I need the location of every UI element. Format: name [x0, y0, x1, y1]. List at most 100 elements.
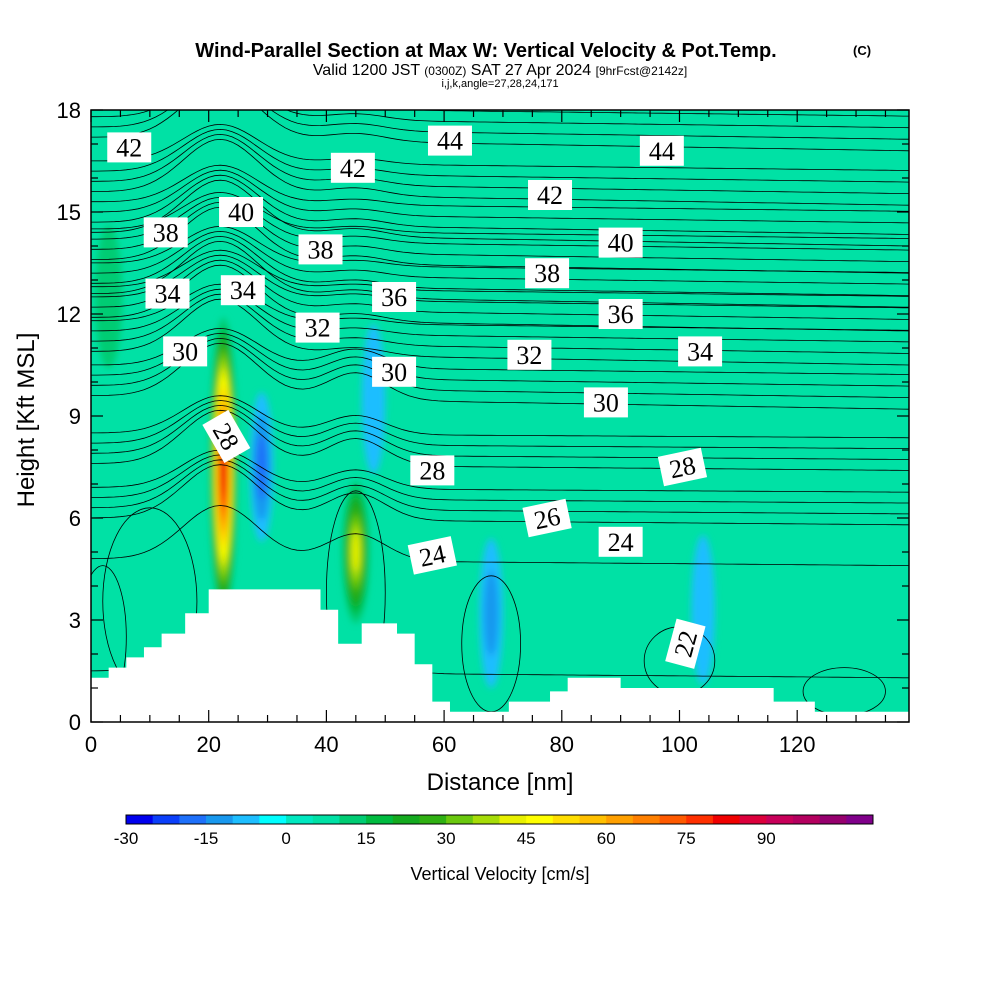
contour-label: 38	[143, 217, 188, 248]
plot-area: 42 44 44 42 42 40 38 40 38 38 34 34 36 36 32 30 32 34 30 30…	[91, 110, 909, 722]
x-tick-label: 120	[779, 732, 816, 757]
contour-label: 44	[427, 125, 472, 156]
contour-label-text: 38	[534, 259, 560, 288]
y-tick-label: 18	[57, 98, 81, 123]
colorbar-swatch	[392, 815, 420, 824]
theta-contour	[91, 264, 909, 332]
theta-contour	[91, 164, 909, 212]
contour-label: 38	[298, 234, 343, 265]
theta-contour	[91, 395, 909, 439]
theta-contour	[91, 404, 909, 460]
colorbar-swatch	[686, 815, 714, 824]
theta-contour	[91, 254, 909, 309]
contour-label-text: 40	[608, 229, 634, 258]
contour-label: 40	[219, 197, 264, 227]
contour-label: 38	[525, 258, 570, 289]
colorbar-swatch	[419, 815, 447, 824]
colorbar: -30 -15 0 15 30 45 60 75 90	[114, 814, 874, 848]
contour-label-text: 30	[381, 358, 407, 387]
theta-contour	[91, 259, 909, 320]
y-tick-label: 15	[57, 200, 81, 225]
theta-contour	[91, 337, 909, 398]
chart-title: Wind-Parallel Section at Max W: Vertical…	[195, 40, 776, 62]
colorbar-swatch	[739, 815, 767, 824]
colorbar-swatch	[552, 815, 580, 824]
contour-label-text: 34	[230, 276, 256, 305]
theta-contour	[91, 123, 909, 171]
theta-contour	[91, 133, 909, 194]
contour-label: 36	[372, 282, 417, 312]
colorbar-label: Vertical Velocity [cm/s]	[410, 864, 589, 884]
y-tick-label: 9	[69, 404, 81, 429]
velocity-cell	[352, 532, 360, 572]
grid-indices: i,j,k,angle=27,28,24,171	[441, 78, 558, 90]
contour-label: 30	[372, 356, 417, 387]
x-axis: 0 20 40 60 80 100 120	[85, 110, 887, 757]
contour-label-text: 40	[228, 198, 254, 227]
contour-label-text: 38	[153, 218, 179, 247]
forecast-info: [9hrFcst@2142z]	[596, 64, 688, 78]
theta-contour	[91, 174, 909, 235]
contour-label: 22	[665, 618, 706, 669]
contour-label-text: 34	[155, 280, 181, 309]
colorbar-tick-label: 30	[437, 829, 456, 848]
colorbar-swatch	[712, 815, 741, 824]
x-tick-label: 20	[196, 732, 220, 757]
contour-label-text: 38	[308, 235, 334, 264]
contour-label: 44	[639, 135, 684, 166]
contour-label-text: 34	[687, 337, 713, 366]
colorbar-swatch	[286, 815, 314, 824]
colorbar-swatch	[526, 815, 554, 824]
contour-label: 42	[330, 152, 375, 183]
colorbar-swatch	[259, 815, 287, 824]
colorbar-swatch	[632, 815, 660, 824]
colorbar-swatch	[579, 815, 607, 824]
theta-contour	[91, 110, 909, 140]
theta-contour	[91, 327, 909, 375]
colorbar-swatch	[446, 815, 474, 824]
velocity-cell	[484, 570, 498, 657]
colorbar-swatch	[606, 815, 634, 824]
x-tick-label: 40	[314, 732, 338, 757]
colorbar-tick-label: 15	[357, 829, 376, 848]
colorbar-swatch	[232, 815, 260, 824]
terrain	[91, 589, 909, 722]
colorbar-swatch	[472, 815, 500, 824]
theta-contour	[91, 128, 909, 183]
contour-label: 34	[678, 336, 723, 367]
theta-contour	[91, 179, 909, 247]
x-tick-label: 80	[550, 732, 574, 757]
contour-label: 34	[145, 278, 190, 309]
theta-contour	[414, 110, 909, 117]
colorbar-tick-label: 90	[757, 829, 776, 848]
contour-label-text: 42	[537, 181, 563, 210]
x-tick-label: 60	[432, 732, 456, 757]
contour-label-text: 42	[116, 133, 142, 162]
contour-label-text: 30	[593, 388, 619, 417]
theta-contour	[91, 138, 909, 206]
colorbar-swatch	[846, 815, 874, 824]
contour-label: 30	[163, 336, 208, 367]
contour-label-text: 32	[305, 314, 331, 343]
theta-contour	[91, 464, 909, 526]
contour-label: 24	[407, 536, 457, 575]
colorbar-swatch	[339, 815, 367, 824]
colorbar-swatch	[792, 815, 821, 824]
copyright-mark: (C)	[853, 43, 871, 58]
theta-contour	[91, 110, 909, 152]
y-tick-label: 3	[69, 608, 81, 633]
contour-label: 40	[598, 227, 643, 258]
velocity-cell	[256, 434, 267, 500]
y-tick-label: 6	[69, 506, 81, 531]
colorbar-swatch	[179, 815, 207, 824]
x-axis-label: Distance [nm]	[427, 769, 574, 796]
y-axis-label: Height [Kft MSL]	[13, 333, 40, 508]
colorbar-swatch	[126, 815, 154, 824]
contour-label: 32	[507, 339, 552, 370]
contour-label: 30	[583, 387, 628, 418]
contour-label-text: 30	[172, 337, 198, 366]
colorbar-swatch	[152, 815, 180, 824]
colorbar-swatch	[206, 815, 234, 824]
